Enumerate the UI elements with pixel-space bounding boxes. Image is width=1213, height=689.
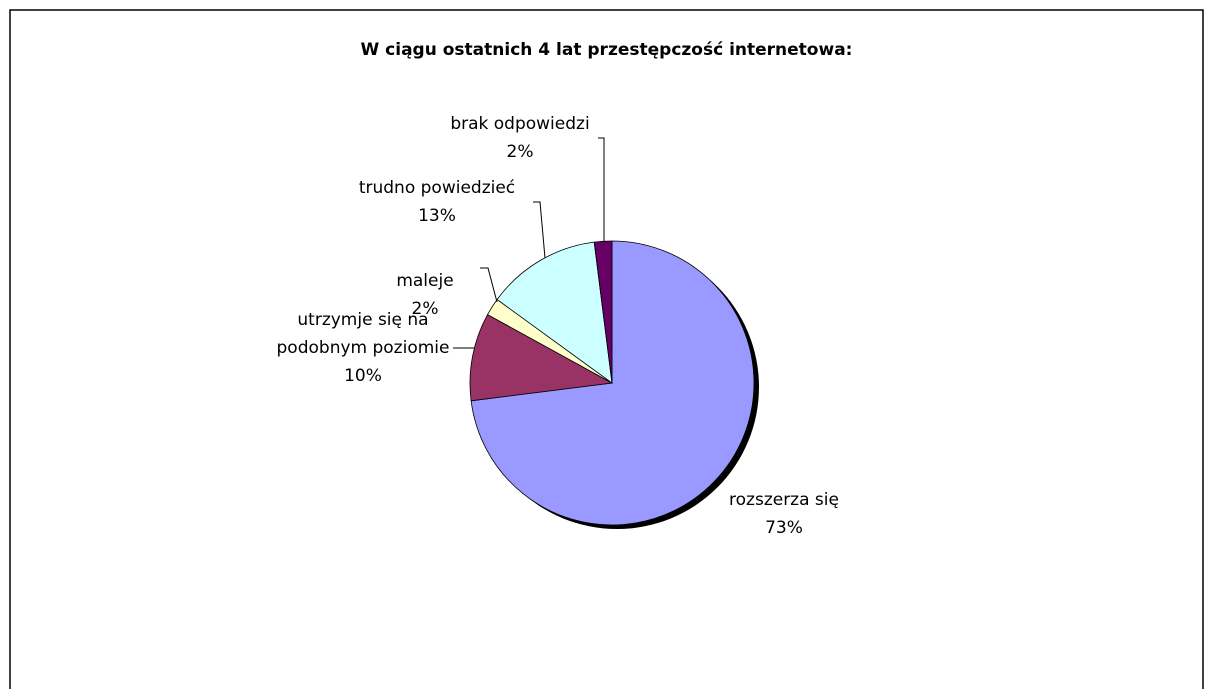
chart-title: W ciągu ostatnich 4 lat przestępczość in… xyxy=(360,40,853,60)
pie-slice xyxy=(593,240,613,384)
pie-slice xyxy=(496,241,613,384)
leader-line xyxy=(533,201,546,259)
category-label: rozszerza się xyxy=(729,490,839,510)
value-label: 73% xyxy=(765,518,803,538)
slice-label: utrzymje się na podobnym poziomie 10% xyxy=(258,306,468,390)
slice-label: brak odpowiedzi 2% xyxy=(410,110,630,166)
value-label: 2% xyxy=(506,142,534,162)
leader-line xyxy=(598,137,605,242)
pie xyxy=(469,240,759,529)
slice-label: rozszerza się 73% xyxy=(684,486,884,542)
value-label: 10% xyxy=(344,366,382,386)
value-label: 13% xyxy=(418,206,456,226)
leader-line xyxy=(480,267,498,303)
category-label: brak odpowiedzi xyxy=(450,114,590,134)
category-label: trudno powiedzieć xyxy=(358,178,516,198)
leader-lines xyxy=(453,137,605,349)
frame xyxy=(9,9,1204,689)
slice-label: trudno powiedzieć 13% xyxy=(322,174,552,230)
category-label: maleje xyxy=(396,271,454,291)
category-label: utrzymje się na podobnym poziomie xyxy=(276,310,450,358)
value-label: 2% xyxy=(411,299,439,319)
slice-label: maleje 2% xyxy=(365,267,485,323)
pie-slice xyxy=(469,314,614,402)
